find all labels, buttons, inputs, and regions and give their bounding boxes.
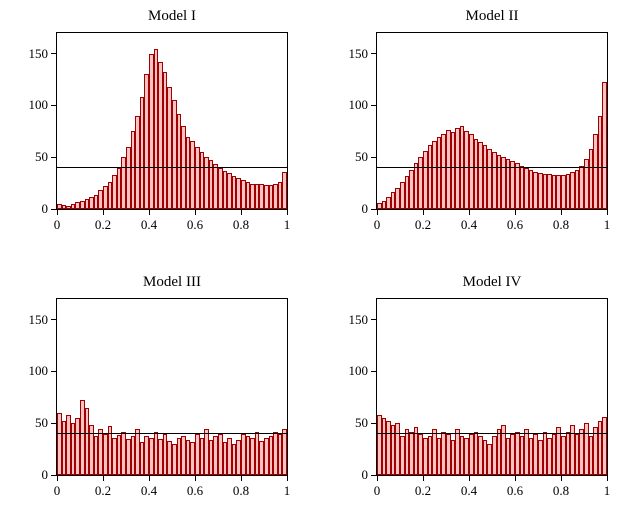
xtick-label: 0.8 <box>553 483 569 499</box>
plot-area <box>376 298 608 476</box>
xtick-mark <box>469 476 470 481</box>
xtick-mark <box>561 476 562 481</box>
reference-line <box>377 433 607 434</box>
ytick-label: 50 <box>355 415 368 431</box>
ytick-label: 150 <box>349 312 369 328</box>
ytick-mark <box>371 475 376 476</box>
ytick-label: 100 <box>349 363 369 379</box>
xtick-mark <box>515 476 516 481</box>
xtick-mark <box>607 476 608 481</box>
histogram-bar <box>602 417 607 475</box>
xtick-label: 0.6 <box>507 483 523 499</box>
xtick-mark <box>423 476 424 481</box>
ytick-mark <box>371 319 376 320</box>
figure: Model I00.20.40.60.81050100150Model II00… <box>0 0 638 516</box>
panel-title: Model IV <box>376 274 608 291</box>
xtick-mark <box>377 476 378 481</box>
xtick-label: 1 <box>604 483 611 499</box>
ytick-mark <box>371 371 376 372</box>
ytick-label: 0 <box>362 467 369 483</box>
xtick-label: 0 <box>374 483 381 499</box>
ytick-mark <box>371 423 376 424</box>
xtick-label: 0.2 <box>415 483 431 499</box>
panel-m4: Model IV 0 0.2 0.4 0.6 0.8 1 0 50 100 150 <box>0 0 638 516</box>
xtick-label: 0.4 <box>461 483 477 499</box>
